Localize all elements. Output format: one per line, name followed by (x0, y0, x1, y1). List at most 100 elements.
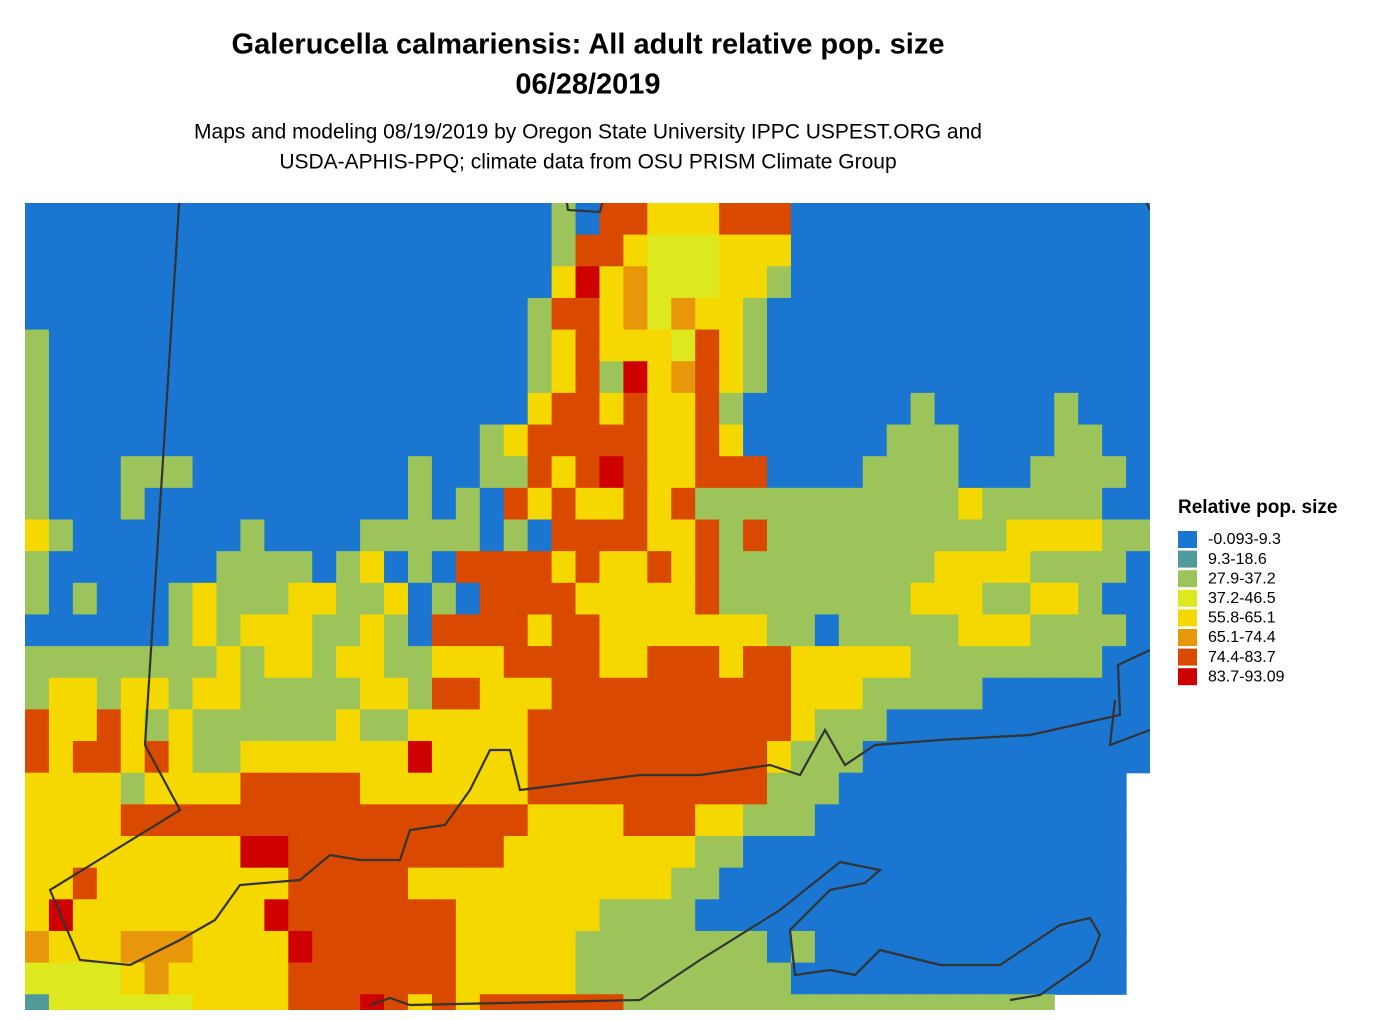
cell (144, 487, 170, 521)
cell (767, 487, 792, 521)
cell (336, 582, 361, 616)
cell (575, 361, 601, 394)
cell (72, 519, 98, 552)
cell (384, 361, 409, 394)
cell (312, 234, 337, 267)
cell (1030, 203, 1055, 236)
cell (862, 994, 888, 1010)
cell (647, 329, 672, 362)
cell (120, 899, 146, 932)
cell (695, 804, 720, 837)
cell (814, 203, 840, 236)
cell (1006, 741, 1031, 774)
cell (1102, 582, 1127, 616)
cell (120, 456, 146, 489)
cell (144, 899, 170, 932)
cell (264, 234, 289, 267)
cell (982, 361, 1007, 394)
cell (384, 867, 409, 900)
cell (982, 994, 1007, 1010)
cell (503, 677, 529, 710)
cell (671, 203, 696, 236)
cell (623, 203, 648, 236)
cell (575, 487, 601, 521)
cell (814, 930, 840, 964)
cell (240, 646, 265, 679)
cell (982, 804, 1007, 837)
cell (647, 804, 672, 837)
cell (695, 234, 720, 267)
cell (96, 203, 122, 236)
cell (336, 519, 361, 552)
cell (503, 424, 529, 457)
cell (527, 646, 553, 679)
cell (814, 772, 840, 805)
cell (96, 804, 122, 837)
cell (25, 234, 50, 267)
cell (168, 994, 194, 1010)
cell (767, 646, 792, 679)
cell (48, 297, 74, 331)
cell (25, 930, 50, 964)
cell (599, 519, 625, 552)
cell (599, 930, 625, 964)
cell (360, 582, 385, 616)
cell (312, 994, 337, 1010)
cell (264, 456, 289, 489)
cell (192, 519, 218, 552)
cell (1006, 836, 1031, 869)
cell (288, 456, 313, 489)
cell (719, 804, 744, 837)
cell (599, 677, 625, 710)
cell (479, 804, 505, 837)
cell (384, 392, 409, 426)
cell (168, 836, 194, 869)
cell (25, 772, 50, 805)
cell (479, 392, 505, 426)
cell (838, 456, 864, 489)
cell (479, 741, 505, 774)
cell (1102, 361, 1127, 394)
cell (719, 424, 744, 457)
cell (144, 867, 170, 900)
cell (96, 962, 122, 995)
cell (503, 234, 529, 267)
cell (336, 266, 361, 299)
cell (72, 297, 98, 331)
cell (455, 867, 481, 900)
cell (264, 677, 289, 710)
cell (575, 392, 601, 426)
cell (767, 867, 792, 900)
cell (695, 930, 720, 964)
cell (120, 804, 146, 837)
cell (144, 836, 170, 869)
cell (168, 551, 194, 584)
cell (719, 772, 744, 805)
cell (455, 361, 481, 394)
cell (336, 677, 361, 710)
cell (431, 297, 457, 331)
cell (168, 424, 194, 457)
cell (1030, 424, 1055, 457)
cell (336, 646, 361, 679)
cell (551, 551, 577, 584)
cell (1030, 519, 1055, 552)
cell (479, 646, 505, 679)
cell (48, 266, 74, 299)
cell (96, 297, 122, 331)
cell (814, 266, 840, 299)
cell (407, 487, 433, 521)
cell (384, 487, 409, 521)
cell (336, 614, 361, 647)
cell (838, 392, 864, 426)
cell (25, 646, 50, 679)
cell (958, 582, 984, 616)
cell (527, 994, 553, 1010)
cell (1006, 867, 1031, 900)
cell (479, 677, 505, 710)
cell (767, 551, 792, 584)
cell (96, 361, 122, 394)
cell (838, 266, 864, 299)
cell (120, 551, 146, 584)
cell (455, 456, 481, 489)
